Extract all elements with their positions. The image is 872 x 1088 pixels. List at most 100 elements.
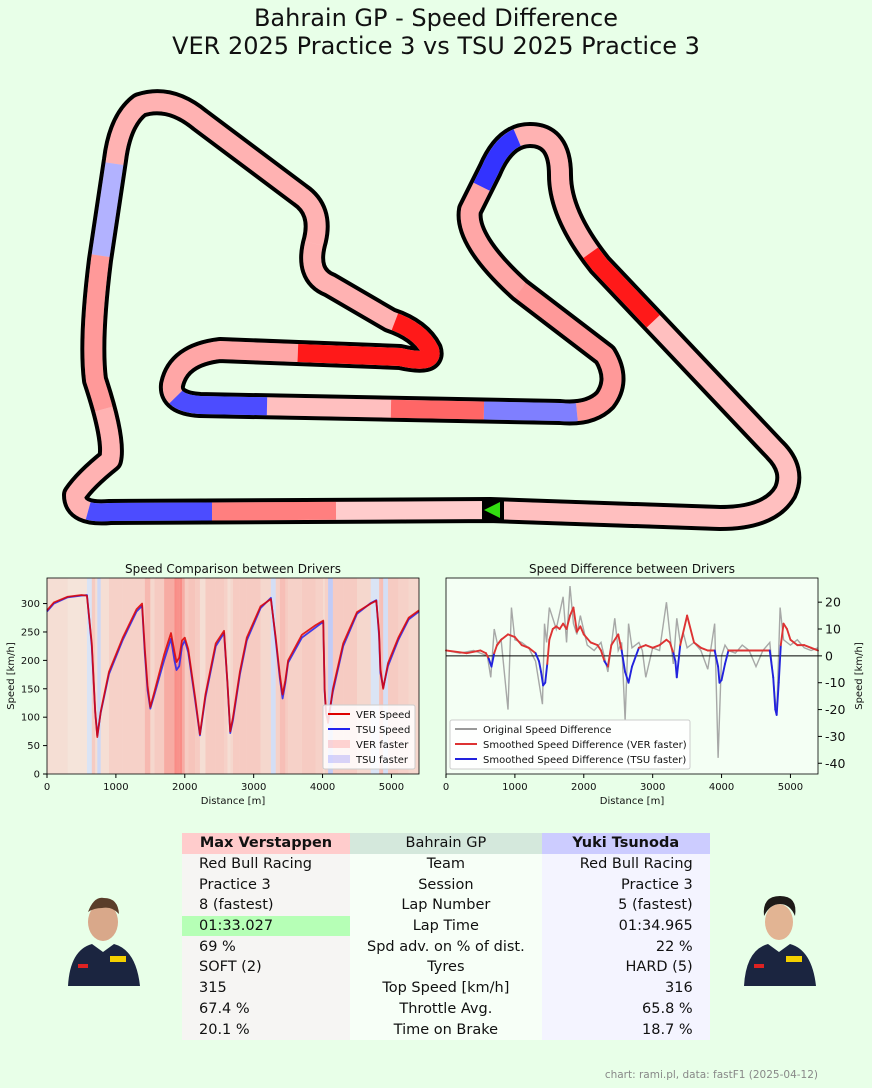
y-tick-label: 0 bbox=[825, 648, 833, 663]
legend-smoothed-tsu: Smoothed Speed Difference (TSU faster) bbox=[483, 755, 686, 766]
smoothed-ver-segment bbox=[496, 638, 503, 647]
smoothed-tsu-segment bbox=[720, 662, 726, 681]
driver2-value: HARD (5) bbox=[541, 957, 710, 978]
x-tick-label: 3000 bbox=[241, 782, 266, 793]
ver-faster-band bbox=[136, 578, 143, 774]
smoothed-ver-segment bbox=[493, 644, 498, 655]
smoothed-tsu-segment bbox=[717, 665, 721, 684]
smoothed-ver-segment bbox=[637, 644, 647, 649]
row-label: Lap Time bbox=[350, 915, 542, 937]
smoothed-ver-segment bbox=[644, 644, 654, 649]
ver-faster-band bbox=[379, 578, 381, 774]
tsu-faster-band bbox=[270, 578, 276, 774]
smoothed-ver-segment bbox=[572, 606, 578, 633]
smoothed-ver-segment bbox=[679, 614, 689, 647]
driver2-value: Practice 3 bbox=[541, 874, 710, 896]
driver1-value: 20.1 % bbox=[182, 1019, 350, 1040]
driver2-value: 01:34.965 bbox=[541, 915, 710, 937]
smoothed-tsu-segment bbox=[620, 649, 627, 673]
smoothed-tsu-segment bbox=[777, 644, 782, 684]
driver1-value: SOFT (2) bbox=[182, 957, 350, 978]
driver1-value: Red Bull Racing bbox=[182, 853, 350, 875]
tsu-faster-band bbox=[328, 578, 333, 774]
smoothed-ver-segment bbox=[546, 638, 551, 665]
x-tick-label: 2000 bbox=[172, 782, 197, 793]
speed-difference-ylabel: Speed [km/h] bbox=[854, 642, 865, 710]
smoothed-ver-segment bbox=[513, 636, 523, 647]
x-tick-label: 1000 bbox=[103, 782, 128, 793]
ver-faster-band bbox=[326, 578, 329, 774]
legend-original: Original Speed Difference bbox=[483, 725, 611, 736]
ver-faster-band bbox=[324, 578, 326, 774]
driver1-value: Practice 3 bbox=[182, 874, 350, 896]
smoothed-ver-segment bbox=[617, 633, 623, 652]
y-tick-label: 0 bbox=[34, 770, 40, 781]
tsu-faster-band bbox=[86, 578, 92, 774]
ver-faster-band bbox=[100, 578, 109, 774]
smoothed-ver-segment bbox=[579, 625, 585, 636]
table-row: 315 Top Speed [km/h] 316 bbox=[182, 977, 710, 999]
ver-speed-line bbox=[46, 594, 420, 738]
smoothed-tsu-segment bbox=[538, 660, 543, 673]
driver1-value: 69 % bbox=[182, 936, 350, 958]
smoothed-tsu-segment bbox=[768, 649, 775, 679]
original-difference-line bbox=[445, 585, 819, 758]
table-header-row: Max Verstappen Bahrain GP Yuki Tsunoda bbox=[182, 833, 710, 854]
ver-faster-band bbox=[174, 578, 177, 774]
row-label: Tyres bbox=[350, 957, 542, 978]
ver-faster-band bbox=[332, 578, 344, 774]
smoothed-ver-segment bbox=[479, 649, 487, 655]
smoothed-ver-segment bbox=[779, 622, 785, 647]
smoothed-ver-segment bbox=[500, 633, 509, 641]
tsu-faster-band bbox=[97, 578, 101, 774]
speed-comparison-title: Speed Comparison between Drivers bbox=[125, 562, 341, 576]
smoothed-tsu-segment bbox=[775, 681, 780, 716]
y-tick-label: -30 bbox=[825, 729, 845, 744]
ver-faster-band bbox=[227, 578, 231, 774]
speed-comparison-ylabel: Speed [km/h] bbox=[6, 642, 17, 710]
smoothed-ver-segment bbox=[565, 614, 571, 630]
legend-ver-faster: VER faster bbox=[356, 740, 409, 751]
y-tick-label: -10 bbox=[825, 675, 845, 690]
y-tick-label: 20 bbox=[825, 595, 841, 610]
ver-faster-band bbox=[147, 578, 151, 774]
smoothed-ver-segment bbox=[693, 641, 702, 649]
smoothed-ver-segment bbox=[582, 633, 592, 644]
legend-ver-speed: VER Speed bbox=[356, 710, 411, 721]
ver-faster-band bbox=[215, 578, 225, 774]
speed-difference-xlabel: Distance [m] bbox=[600, 796, 665, 807]
smoothed-ver-segment bbox=[668, 641, 675, 655]
smoothed-ver-segment bbox=[699, 646, 709, 652]
smoothed-ver-segment bbox=[445, 649, 468, 655]
table-row: SOFT (2) Tyres HARD (5) bbox=[182, 957, 710, 978]
smoothed-tsu-segment bbox=[534, 652, 540, 663]
smoothed-ver-segment bbox=[520, 644, 530, 649]
y-tick-label: 100 bbox=[21, 713, 40, 724]
y-tick-label: 10 bbox=[825, 622, 841, 637]
x-tick-label: 0 bbox=[44, 782, 50, 793]
x-tick-label: 1000 bbox=[502, 782, 527, 793]
table-row: 8 (fastest) Lap Number 5 (fastest) bbox=[182, 895, 710, 916]
smoothed-tsu-segment bbox=[672, 652, 677, 663]
ver-faster-band bbox=[388, 578, 399, 774]
smoothed-ver-segment bbox=[782, 622, 788, 630]
ver-faster-band bbox=[398, 578, 409, 774]
ver-faster-band bbox=[282, 578, 286, 774]
smoothed-ver-segment bbox=[548, 628, 554, 641]
driver1-value: 315 bbox=[182, 977, 350, 999]
ver-faster-band bbox=[195, 578, 200, 774]
smoothed-ver-segment bbox=[507, 633, 516, 639]
ver-faster-band bbox=[109, 578, 123, 774]
ver-faster-band bbox=[184, 578, 189, 774]
ver-faster-band bbox=[315, 578, 324, 774]
smoothed-ver-segment bbox=[596, 644, 602, 652]
smoothed-ver-segment bbox=[600, 649, 606, 663]
chart-title-line-2: VER 2025 Practice 3 vs TSU 2025 Practice… bbox=[172, 32, 700, 60]
event-name: Bahrain GP bbox=[350, 833, 542, 854]
smoothed-tsu-segment bbox=[713, 649, 720, 668]
driver-photo-verstappen bbox=[68, 897, 140, 986]
y-tick-label: -20 bbox=[825, 702, 845, 717]
y-tick-label: 50 bbox=[27, 741, 40, 752]
